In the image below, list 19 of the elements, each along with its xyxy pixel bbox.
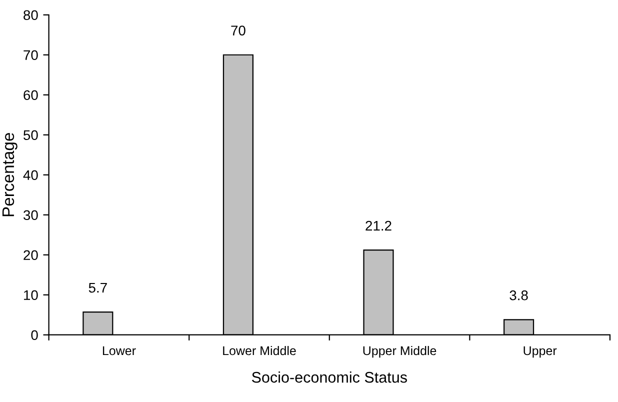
y-tick-label: 60 [24, 90, 38, 100]
y-tick-label: 30 [23, 210, 38, 220]
x-tick-label: Lower Middle [223, 346, 296, 356]
x-tick-label: Lower [102, 346, 136, 356]
x-tick-label: Upper Middle [363, 346, 436, 358]
y-axis-title: Percentage [2, 132, 18, 216]
y-tick-label: 10 [24, 290, 38, 300]
data-label: 21.2 [366, 220, 392, 231]
x-tick-label: Upper [524, 346, 557, 358]
x-axis-title: Socio-economic Status [252, 372, 407, 383]
data-label: 5.7 [88, 282, 107, 293]
y-tick-label: 80 [24, 10, 38, 20]
y-tick-label: 20 [24, 250, 38, 260]
y-tick-label: 40 [23, 170, 38, 180]
data-label: 3.8 [510, 290, 528, 300]
y-tick-label: 70 [24, 50, 38, 60]
data-label: 70 [231, 26, 246, 36]
y-tick-label: 50 [24, 130, 38, 140]
y-tick-label: 0 [31, 330, 38, 340]
